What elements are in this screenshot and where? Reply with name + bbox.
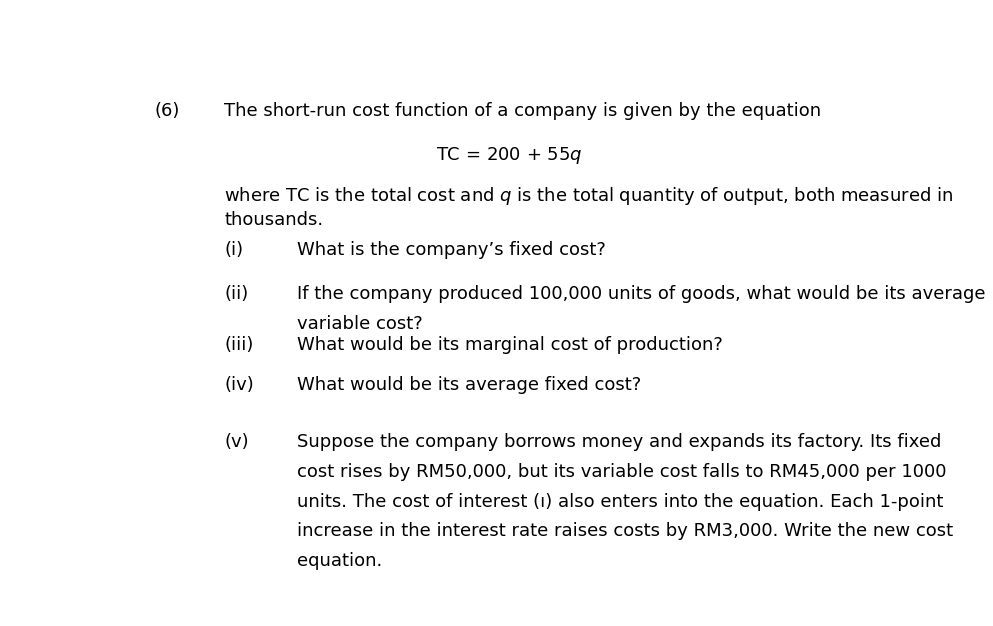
Text: (ii): (ii) xyxy=(224,285,248,303)
Text: increase in the interest rate raises costs by RM3,000. Write the new cost: increase in the interest rate raises cos… xyxy=(297,523,953,540)
Text: The short-run cost function of a company is given by the equation: The short-run cost function of a company… xyxy=(224,101,821,120)
Text: cost rises by RM50,000, but its variable cost falls to RM45,000 per 1000: cost rises by RM50,000, but its variable… xyxy=(297,463,946,481)
Text: thousands.: thousands. xyxy=(224,212,324,229)
Text: What would be its marginal cost of production?: What would be its marginal cost of produ… xyxy=(297,336,723,354)
Text: where TC is the total cost and $q$ is the total quantity of output, both measure: where TC is the total cost and $q$ is th… xyxy=(224,185,953,207)
Text: Suppose the company borrows money and expands its factory. Its fixed: Suppose the company borrows money and ex… xyxy=(297,433,941,451)
Text: TC = 200 + 55$q$: TC = 200 + 55$q$ xyxy=(436,145,582,166)
Text: equation.: equation. xyxy=(297,552,382,570)
Text: units. The cost of interest (ı) also enters into the equation. Each 1-point: units. The cost of interest (ı) also ent… xyxy=(297,493,943,511)
Text: (v): (v) xyxy=(224,433,249,451)
Text: variable cost?: variable cost? xyxy=(297,315,423,332)
Text: (iv): (iv) xyxy=(224,376,254,394)
Text: If the company produced 100,000 units of goods, what would be its average: If the company produced 100,000 units of… xyxy=(297,285,986,303)
Text: (i): (i) xyxy=(224,242,243,259)
Text: (iii): (iii) xyxy=(224,336,253,354)
Text: (6): (6) xyxy=(155,101,181,120)
Text: What would be its average fixed cost?: What would be its average fixed cost? xyxy=(297,376,641,394)
Text: What is the company’s fixed cost?: What is the company’s fixed cost? xyxy=(297,242,606,259)
